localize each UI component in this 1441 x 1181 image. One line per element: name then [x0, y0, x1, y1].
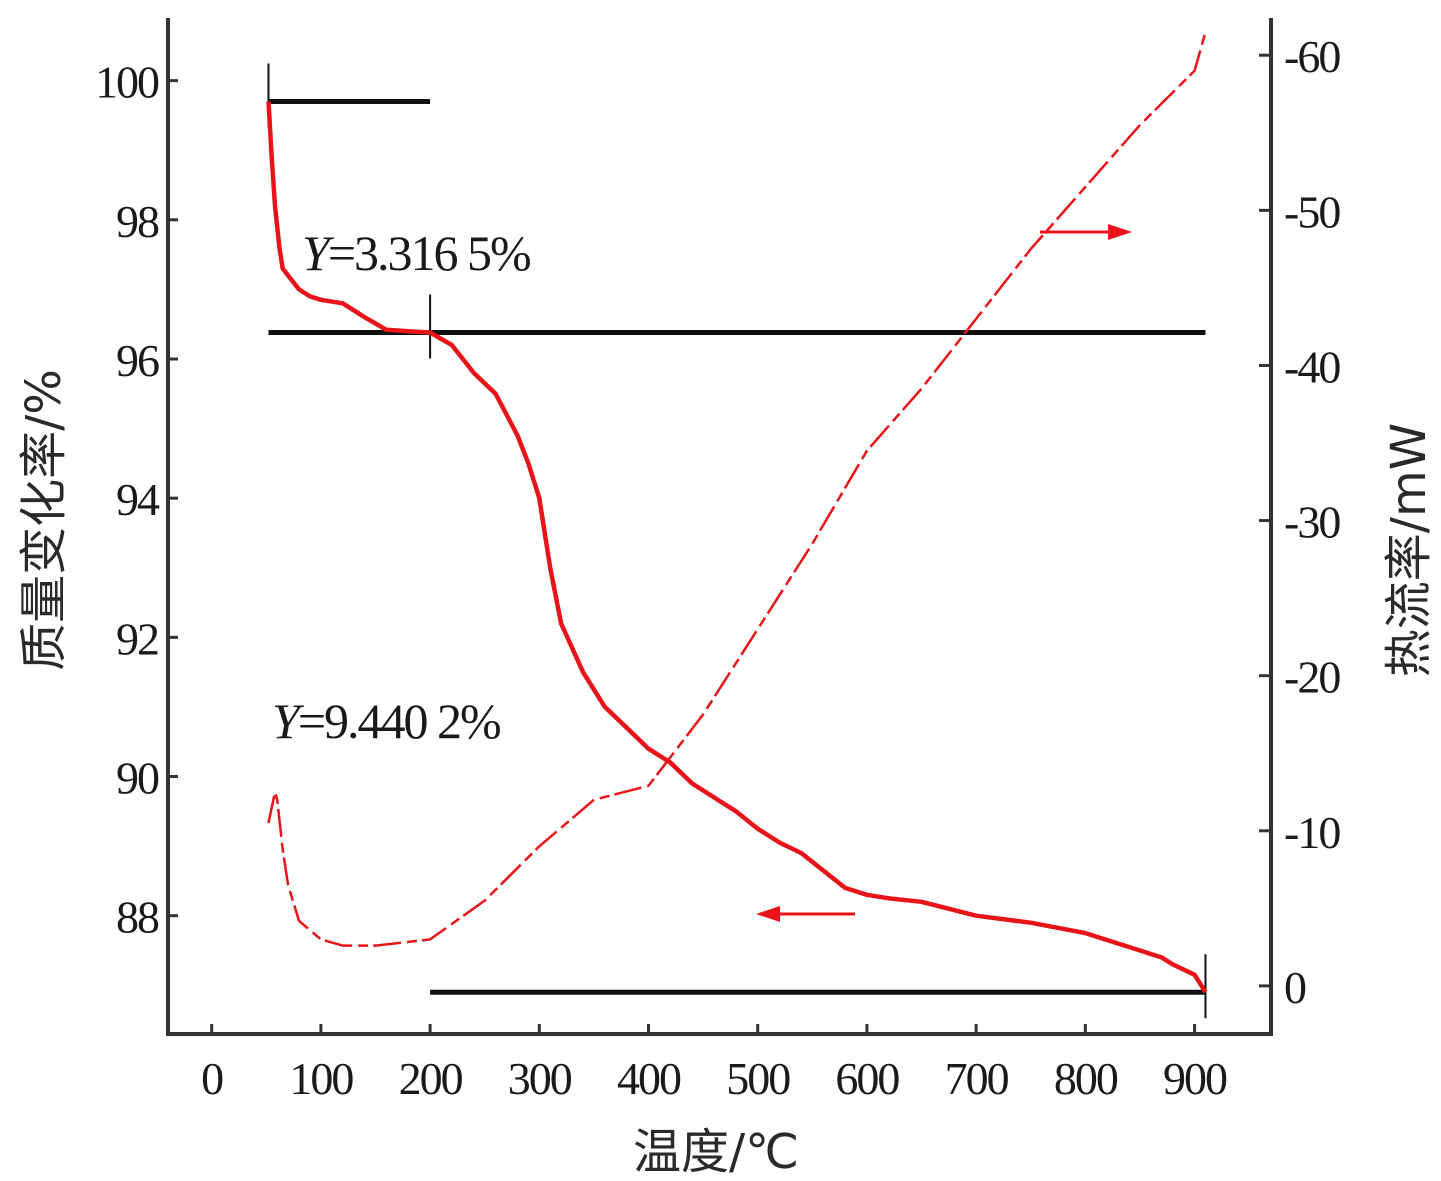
- y-left-tick-label-6: 88: [116, 892, 159, 943]
- x-tick-label-8: 800: [1054, 1053, 1118, 1104]
- y-right-axis-label: 热流率/mW: [1381, 423, 1437, 677]
- plot-frame: [166, 18, 1273, 1036]
- y-left-tick-label-0: 100: [95, 57, 159, 108]
- y-right-tick-label-6: 0: [1284, 962, 1306, 1013]
- annotation-first-loss-value: =3.316 5%: [328, 225, 530, 281]
- y-right-tick-label-3: -30: [1284, 497, 1340, 548]
- annotation-first-loss: Y=3.316 5%: [302, 225, 530, 281]
- x-tick-label-7: 700: [945, 1053, 1009, 1104]
- x-tick-label-3: 300: [508, 1053, 572, 1104]
- x-axis-label: 温度/℃: [633, 1124, 799, 1180]
- y-right-tick-label-2: -40: [1284, 341, 1340, 392]
- y-left-axis-label: 质量变化率/%: [16, 369, 72, 671]
- heat-flow-curve: [267, 31, 1207, 947]
- arrow-to-right-axis: [1040, 224, 1132, 240]
- x-tick-label-1: 100: [289, 1053, 353, 1104]
- y-left-tick-label-4: 92: [116, 613, 158, 664]
- y-left-tick-label-2: 96: [116, 335, 159, 386]
- mass-change-curve: [266, 101, 1208, 994]
- x-tick-label-4: 400: [617, 1053, 681, 1104]
- reference-lines: [267, 63, 1207, 1019]
- y-left-tick-label-3: 94: [116, 474, 160, 525]
- y-right-tick-label-1: -50: [1284, 186, 1340, 237]
- x-tick-label-6: 600: [835, 1053, 899, 1104]
- y-right-tick-label-5: -10: [1284, 807, 1340, 858]
- annotation-second-loss: Y=9.440 2%: [272, 693, 500, 749]
- y-right-tick-label-0: -60: [1284, 31, 1340, 82]
- annotation-second-loss-value: =9.440 2%: [298, 693, 500, 749]
- x-tick-label-9: 900: [1163, 1053, 1227, 1104]
- y-left-tick-label-1: 98: [116, 196, 159, 247]
- x-tick-label-5: 500: [726, 1053, 790, 1104]
- y-left-tick-label-5: 90: [116, 753, 159, 804]
- x-tick-label-0: 0: [201, 1053, 223, 1104]
- x-tick-label-2: 200: [399, 1053, 463, 1104]
- arrow-to-left-axis: [756, 906, 855, 922]
- data-series: [266, 31, 1208, 994]
- axis-ticks: 0 100 200 300 400 500 600 700 800 900100989694929…: [95, 31, 1342, 1104]
- y-right-tick-label-4: -20: [1284, 652, 1340, 703]
